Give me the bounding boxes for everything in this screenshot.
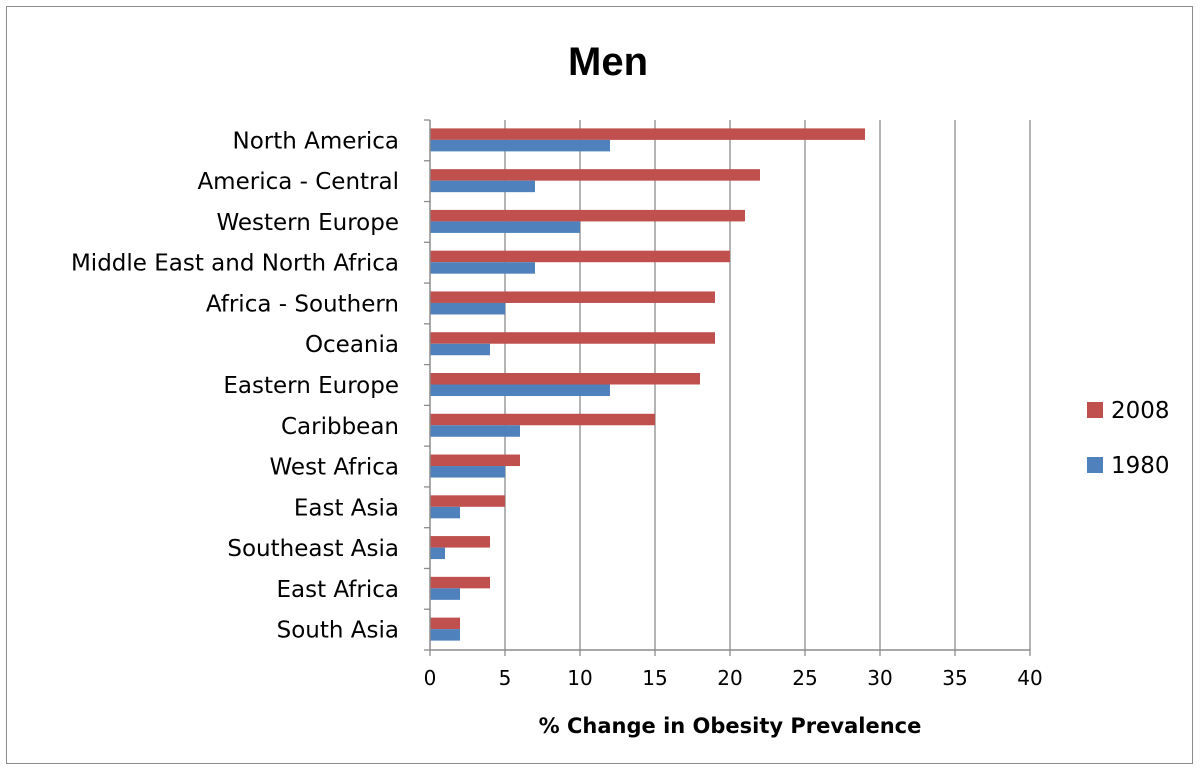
gridlines xyxy=(504,120,1031,650)
category-label: East Africa xyxy=(276,577,399,603)
legend-swatch-2008 xyxy=(1087,402,1103,418)
legend-swatch-1980 xyxy=(1087,457,1103,473)
x-tick-label: 5 xyxy=(499,666,512,690)
category-label: Western Europe xyxy=(216,210,399,236)
bar-2008 xyxy=(430,373,700,385)
category-label: Africa - Southern xyxy=(206,291,399,317)
category-labels: North America America - Central Western Eu… xyxy=(71,128,399,643)
category-label: West Africa xyxy=(270,455,399,481)
bar-2008 xyxy=(430,291,715,303)
bar-1980 xyxy=(430,139,610,152)
bars xyxy=(430,128,865,641)
x-tick-label: 20 xyxy=(717,666,742,690)
bar-1980 xyxy=(430,506,460,519)
x-tick-label: 30 xyxy=(867,666,892,690)
bar-2008 xyxy=(430,332,715,344)
bar-1980 xyxy=(430,262,535,274)
chart-title: Men xyxy=(568,40,648,84)
bar-2008 xyxy=(430,617,460,630)
bar-2008 xyxy=(430,209,745,222)
bar-1980 xyxy=(430,221,580,233)
category-label: Southeast Asia xyxy=(227,536,399,562)
x-tick-label: 15 xyxy=(642,666,667,690)
category-label: East Asia xyxy=(294,495,399,521)
x-axis-title: % Change in Obesity Prevalence xyxy=(539,714,922,738)
bar-2008 xyxy=(430,495,505,507)
category-label: Oceania xyxy=(305,332,399,358)
category-label: America - Central xyxy=(197,169,399,195)
x-tick-label: 35 xyxy=(942,666,967,690)
bar-2008 xyxy=(430,454,520,467)
bar-2008 xyxy=(430,128,865,140)
x-tick-label: 10 xyxy=(567,666,592,690)
legend-label-2008: 2008 xyxy=(1111,398,1170,424)
bar-2008 xyxy=(430,413,655,426)
category-label: Middle East and North Africa xyxy=(71,251,399,277)
bar-2008 xyxy=(430,536,490,548)
bar-2008 xyxy=(430,250,730,263)
bar-1980 xyxy=(430,343,490,356)
category-label: North America xyxy=(232,128,399,154)
x-tick-label: 0 xyxy=(424,666,437,690)
category-label: South Asia xyxy=(277,618,399,644)
legend-label-1980: 1980 xyxy=(1111,453,1170,479)
x-tick-labels: 0 5 10 15 20 25 30 35 40 xyxy=(424,666,1043,690)
bar-2008 xyxy=(430,169,760,181)
bar-1980 xyxy=(430,629,460,641)
category-label: Caribbean xyxy=(281,414,399,440)
bar-1980 xyxy=(430,384,610,396)
bar-1980 xyxy=(430,547,445,560)
bar-1980 xyxy=(430,425,520,437)
bar-1980 xyxy=(430,466,505,478)
bar-1980 xyxy=(430,180,535,193)
x-tick-label: 25 xyxy=(792,666,817,690)
axes xyxy=(424,119,1031,656)
category-label: Eastern Europe xyxy=(223,373,399,399)
legend: 2008 1980 xyxy=(1087,398,1170,479)
bar-1980 xyxy=(430,588,460,600)
bar-2008 xyxy=(430,576,490,589)
x-tick-label: 40 xyxy=(1017,666,1042,690)
bar-1980 xyxy=(430,302,505,315)
